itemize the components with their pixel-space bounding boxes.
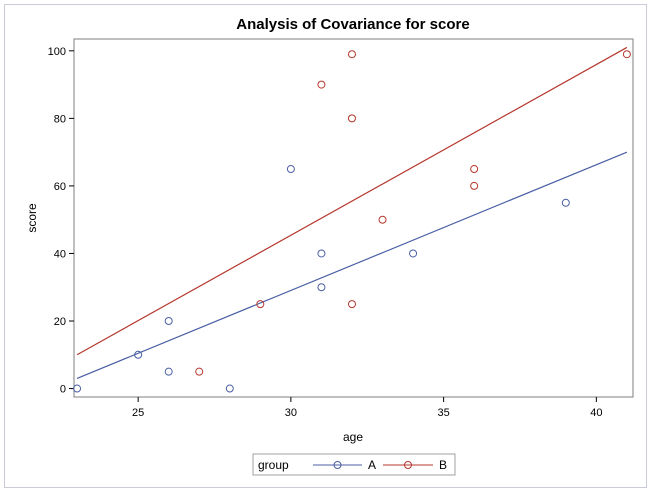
legend-a-label: A	[368, 458, 376, 472]
x-tick-label: 35	[437, 407, 449, 419]
point-a	[317, 283, 326, 292]
fit-line-b	[76, 46, 628, 356]
point-a	[409, 249, 418, 258]
point-a	[164, 367, 173, 376]
point-a	[134, 350, 143, 359]
y-tick-label: 0	[60, 384, 66, 396]
fit-lines	[76, 46, 628, 379]
y-tick-label: 20	[54, 316, 66, 328]
chart-frame	[4, 4, 647, 488]
legend-b-marker	[404, 461, 412, 469]
data-points	[73, 50, 631, 393]
y-tick-label: 100	[48, 46, 66, 58]
point-b	[317, 80, 326, 89]
legend-title: group	[258, 458, 289, 472]
point-b	[256, 300, 265, 309]
legend-a-marker	[333, 461, 342, 469]
point-b	[470, 165, 479, 174]
point-b	[347, 300, 356, 309]
x-tick-label: 30	[285, 407, 297, 419]
point-a	[561, 198, 570, 207]
y-axis-label: score	[25, 203, 39, 233]
y-tick-label: 60	[54, 181, 66, 193]
y-tick-label: 40	[54, 248, 66, 260]
y-axis: 0 20 40 60 80 100	[48, 46, 74, 396]
y-tick-label: 80	[54, 113, 66, 125]
x-axis-label: age	[343, 430, 363, 444]
point-a	[317, 249, 326, 258]
legend: group A B	[252, 453, 456, 476]
fit-line-a	[76, 151, 628, 379]
point-a	[225, 384, 234, 393]
point-b	[347, 114, 356, 123]
chart-title: Analysis of Covariance for score	[236, 16, 469, 33]
point-a	[286, 165, 295, 174]
point-b	[347, 50, 356, 59]
point-b	[470, 181, 479, 190]
point-a	[164, 317, 173, 326]
legend-b-label: B	[439, 458, 447, 472]
x-tick-label: 40	[590, 407, 602, 419]
x-axis: 25 30 35 40	[132, 397, 602, 419]
point-a	[73, 384, 82, 393]
point-b	[378, 215, 387, 224]
plot-area	[73, 38, 634, 398]
point-b	[195, 367, 204, 376]
x-tick-label: 25	[132, 407, 144, 419]
point-b	[622, 50, 631, 59]
